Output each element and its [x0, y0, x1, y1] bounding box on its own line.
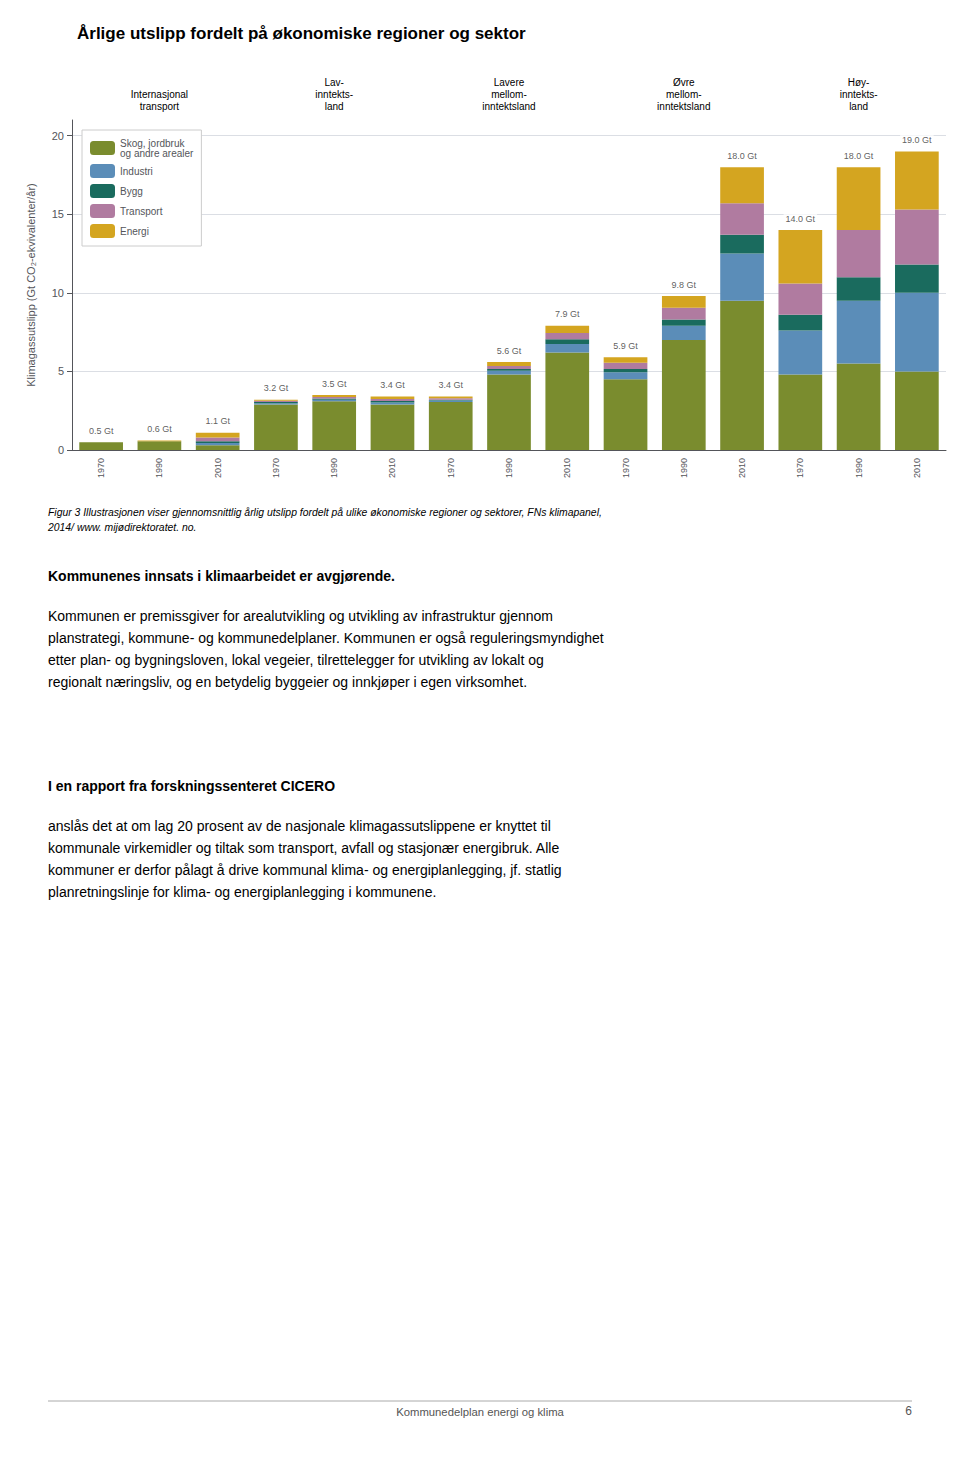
- svg-text:2010: 2010: [562, 458, 572, 478]
- svg-text:land: land: [849, 101, 868, 112]
- svg-text:land: land: [325, 101, 344, 112]
- svg-text:5: 5: [58, 365, 64, 377]
- svg-text:18.0 Gt: 18.0 Gt: [844, 151, 874, 161]
- svg-text:1990: 1990: [329, 458, 339, 478]
- svg-text:1990: 1990: [154, 458, 164, 478]
- svg-text:10: 10: [52, 287, 64, 299]
- svg-text:1990: 1990: [679, 458, 689, 478]
- svg-text:0.5 Gt: 0.5 Gt: [89, 426, 114, 436]
- svg-text:2014/ www. mijødirektoratet. n: 2014/ www. mijødirektoratet. no.: [47, 522, 196, 533]
- svg-text:5.6 Gt: 5.6 Gt: [497, 346, 522, 356]
- svg-text:transport: transport: [140, 101, 180, 112]
- svg-text:0: 0: [58, 444, 64, 456]
- svg-text:19.0 Gt: 19.0 Gt: [902, 135, 932, 145]
- svg-text:planretningslinje for klima- o: planretningslinje for klima- og energipl…: [48, 884, 436, 900]
- svg-text:inntektsland: inntektsland: [482, 101, 535, 112]
- svg-text:inntekts-: inntekts-: [315, 89, 353, 100]
- svg-text:Høy-: Høy-: [848, 77, 870, 88]
- svg-text:kommuner er derfor pålagt å dr: kommuner er derfor pålagt å drive kommun…: [48, 862, 562, 878]
- svg-text:1970: 1970: [271, 458, 281, 478]
- svg-text:3.5 Gt: 3.5 Gt: [322, 379, 347, 389]
- svg-text:Figur 3 Illustrasjonen viser g: Figur 3 Illustrasjonen viser gjennomsnit…: [48, 507, 602, 518]
- svg-text:anslås det at om lag 20 prosen: anslås det at om lag 20 prosent av de na…: [48, 818, 551, 834]
- svg-text:1970: 1970: [96, 458, 106, 478]
- svg-text:regionalt næringsliv, og en be: regionalt næringsliv, og en betydelig by…: [48, 674, 527, 690]
- svg-text:I en rapport fra forskningssen: I en rapport fra forskningssenteret CICE…: [48, 778, 335, 794]
- svg-text:Skog, jordbruk: Skog, jordbruk: [120, 137, 185, 149]
- svg-text:2010: 2010: [213, 458, 223, 478]
- svg-text:6: 6: [905, 1404, 912, 1418]
- svg-text:Kommunenes innsats i klimaarbe: Kommunenes innsats i klimaarbeidet er av…: [48, 568, 395, 584]
- svg-text:mellom-: mellom-: [666, 89, 702, 100]
- svg-text:Lav-: Lav-: [324, 77, 343, 88]
- svg-text:Lavere: Lavere: [494, 77, 525, 88]
- svg-text:7.9 Gt: 7.9 Gt: [555, 309, 580, 319]
- svg-text:1990: 1990: [504, 458, 514, 478]
- svg-text:mellom-: mellom-: [491, 89, 527, 100]
- svg-text:0.6 Gt: 0.6 Gt: [147, 424, 172, 434]
- svg-text:1.1 Gt: 1.1 Gt: [205, 416, 230, 426]
- svg-text:5.9 Gt: 5.9 Gt: [613, 341, 638, 351]
- svg-text:kommunale virkemidler og tilta: kommunale virkemidler og tiltak som tran…: [48, 840, 559, 856]
- svg-text:15: 15: [52, 208, 64, 220]
- svg-text:3.4 Gt: 3.4 Gt: [438, 380, 463, 390]
- svg-text:inntektsland: inntektsland: [657, 101, 710, 112]
- svg-text:3.2 Gt: 3.2 Gt: [264, 383, 289, 393]
- svg-text:18.0 Gt: 18.0 Gt: [727, 151, 757, 161]
- svg-text:Kommunen er premissgiver for a: Kommunen er premissgiver for arealutvikl…: [48, 608, 553, 624]
- svg-text:planstrategi, kommune- og komm: planstrategi, kommune- og kommunedelplan…: [48, 630, 604, 646]
- svg-text:2010: 2010: [387, 458, 397, 478]
- svg-text:Øvre: Øvre: [673, 77, 695, 88]
- svg-text:Transport: Transport: [120, 206, 163, 217]
- svg-text:2010: 2010: [737, 458, 747, 478]
- svg-text:3.4 Gt: 3.4 Gt: [380, 380, 405, 390]
- svg-text:Energi: Energi: [120, 226, 149, 237]
- svg-text:Klimagassutslipp (Gt CO₂-ekviv: Klimagassutslipp (Gt CO₂-ekvivalenter/år…: [25, 183, 37, 387]
- svg-text:Årlige utslipp fordelt på økon: Årlige utslipp fordelt på økonomiske reg…: [77, 24, 526, 43]
- svg-text:1970: 1970: [446, 458, 456, 478]
- svg-text:inntekts-: inntekts-: [840, 89, 878, 100]
- svg-text:1970: 1970: [621, 458, 631, 478]
- svg-text:14.0 Gt: 14.0 Gt: [786, 214, 816, 224]
- svg-text:Internasjonal: Internasjonal: [131, 89, 188, 100]
- svg-text:1970: 1970: [795, 458, 805, 478]
- svg-text:etter plan- og bygningsloven,: etter plan- og bygningsloven, lokal vege…: [48, 652, 544, 668]
- svg-text:20: 20: [52, 130, 64, 142]
- svg-text:Bygg: Bygg: [120, 186, 143, 197]
- svg-text:1990: 1990: [854, 458, 864, 478]
- svg-text:Industri: Industri: [120, 166, 153, 177]
- svg-text:9.8 Gt: 9.8 Gt: [672, 280, 697, 290]
- svg-text:og andre arealer: og andre arealer: [120, 148, 194, 159]
- svg-text:2010: 2010: [912, 458, 922, 478]
- svg-text:Kommunedelplan energi og klima: Kommunedelplan energi og klima: [396, 1406, 564, 1418]
